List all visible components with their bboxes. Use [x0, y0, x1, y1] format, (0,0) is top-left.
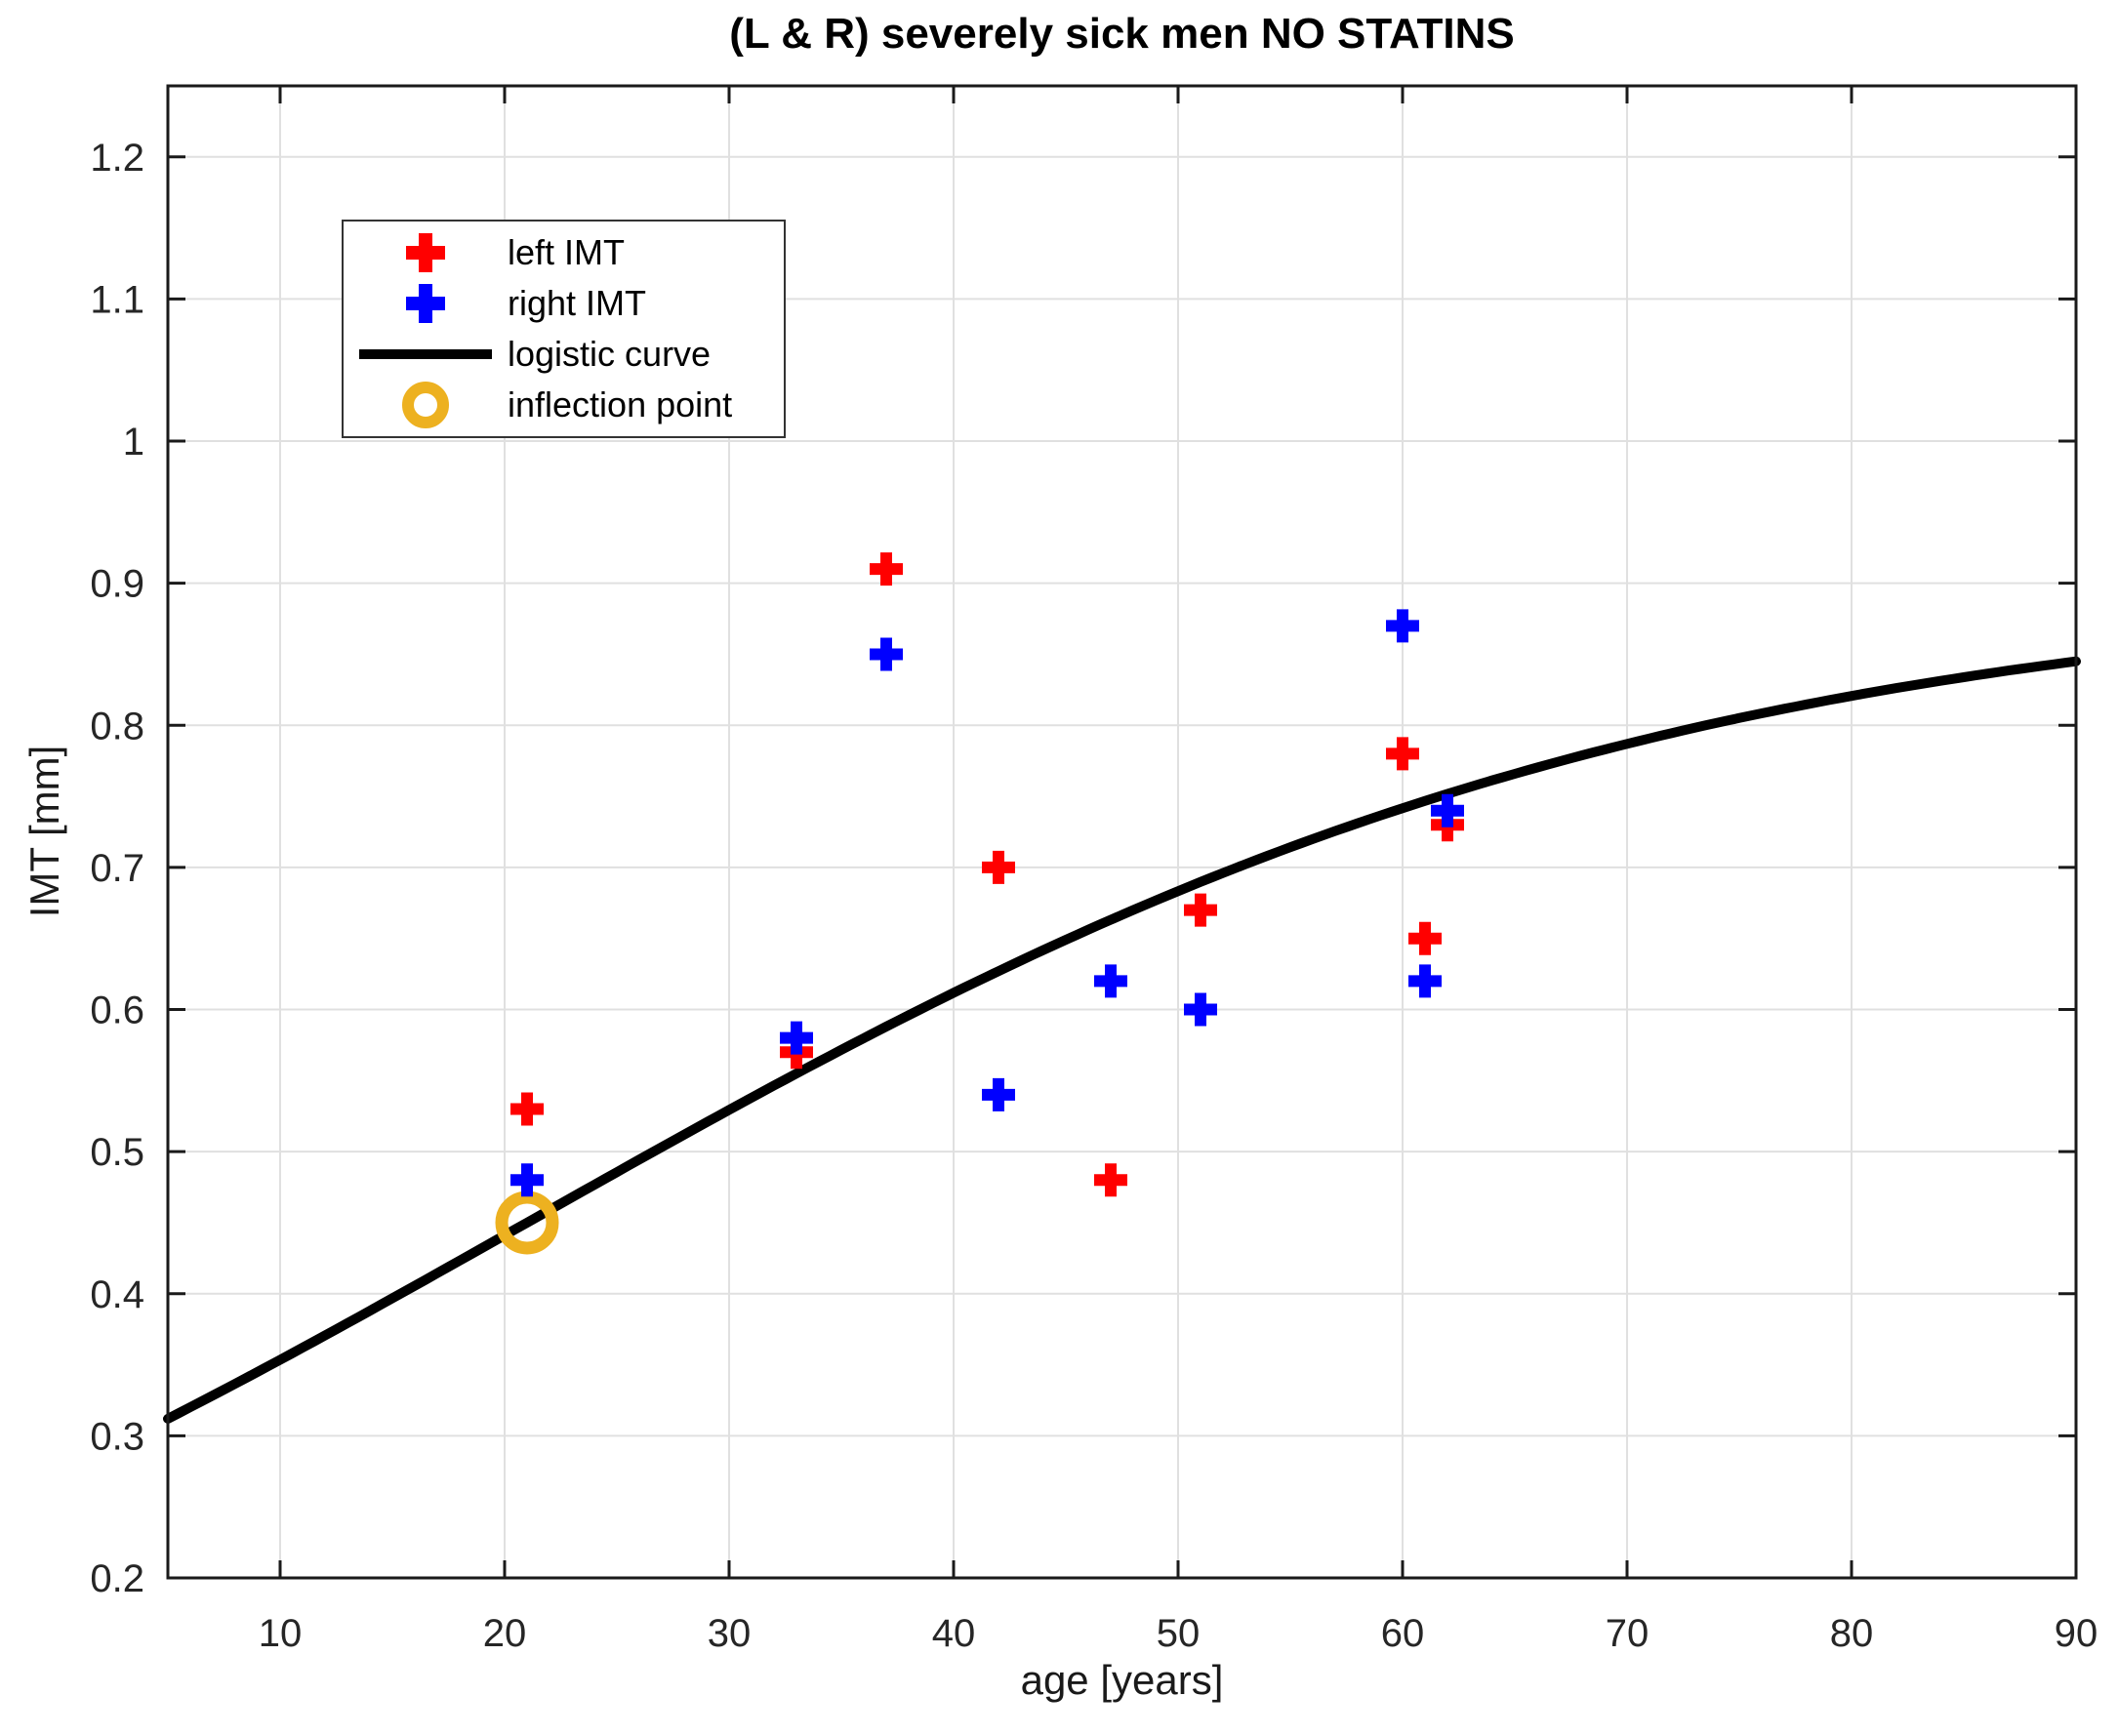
- left-imt-marker: [982, 850, 1015, 884]
- x-tick-label: 40: [932, 1612, 976, 1655]
- y-tick-label: 1.1: [90, 278, 144, 321]
- x-tick-label: 30: [708, 1612, 752, 1655]
- x-tick-label: 50: [1157, 1612, 1201, 1655]
- plot-border: [166, 84, 2078, 1580]
- inflection-point-marker: [495, 1191, 559, 1255]
- right-imt-marker: [780, 1021, 813, 1055]
- left-imt-marker: [1386, 737, 1419, 771]
- y-tick-label: 1.2: [90, 137, 144, 180]
- legend-label-logistic-curve: logistic curve: [508, 334, 712, 374]
- x-tick-label: 10: [259, 1612, 303, 1655]
- x-tick-label: 60: [1381, 1612, 1425, 1655]
- x-tick-label: 70: [1606, 1612, 1650, 1655]
- x-tick-label: 90: [2055, 1612, 2098, 1655]
- blue-plus-icon: [344, 282, 508, 325]
- right-imt-marker: [1184, 992, 1217, 1027]
- right-imt-marker: [510, 1163, 544, 1197]
- gold-ring-icon: [344, 379, 508, 431]
- y-tick-label: 0.6: [90, 989, 144, 1032]
- y-tick-label: 1: [123, 421, 144, 464]
- left-imt-marker: [1094, 1163, 1127, 1197]
- legend-item-right-imt: right IMT: [344, 278, 784, 329]
- y-tick-label: 0.4: [90, 1273, 144, 1316]
- left-imt-marker: [1408, 921, 1442, 955]
- right-imt-marker: [1408, 964, 1442, 998]
- legend-item-inflection-point: inflection point: [344, 380, 784, 430]
- legend-item-left-imt: left IMT: [344, 227, 784, 278]
- right-imt-marker: [870, 637, 903, 671]
- y-tick-label: 0.2: [90, 1557, 144, 1600]
- legend: left IMT right IMT logistic curve inflec…: [342, 220, 786, 438]
- y-tick-label: 0.5: [90, 1131, 144, 1174]
- black-line-icon: [344, 347, 508, 361]
- right-imt-marker: [1431, 793, 1464, 828]
- left-imt-marker: [870, 552, 903, 586]
- logistic-curve: [163, 656, 2081, 1424]
- right-imt-marker: [982, 1077, 1015, 1111]
- chart-title: (L & R) severely sick men NO STATINS: [729, 10, 1515, 58]
- left-imt-marker: [510, 1092, 544, 1126]
- legend-item-logistic-curve: logistic curve: [344, 329, 784, 380]
- y-axis-label: IMT [mm]: [21, 745, 67, 918]
- x-axis-label: age [years]: [1020, 1657, 1224, 1703]
- left-imt-marker: [1184, 893, 1217, 927]
- right-imt-marker: [1386, 609, 1419, 643]
- legend-label-inflection-point: inflection point: [508, 384, 733, 424]
- x-tick-label: 20: [483, 1612, 527, 1655]
- y-tick-label: 0.7: [90, 847, 144, 890]
- y-tick-label: 0.3: [90, 1415, 144, 1458]
- right-imt-marker: [1094, 964, 1127, 998]
- legend-label-left-imt: left IMT: [508, 232, 626, 272]
- x-tick-label: 80: [1830, 1612, 1874, 1655]
- red-plus-icon: [344, 231, 508, 274]
- y-tick-label: 0.9: [90, 563, 144, 606]
- legend-label-right-imt: right IMT: [508, 283, 647, 323]
- y-tick-label: 0.8: [90, 705, 144, 747]
